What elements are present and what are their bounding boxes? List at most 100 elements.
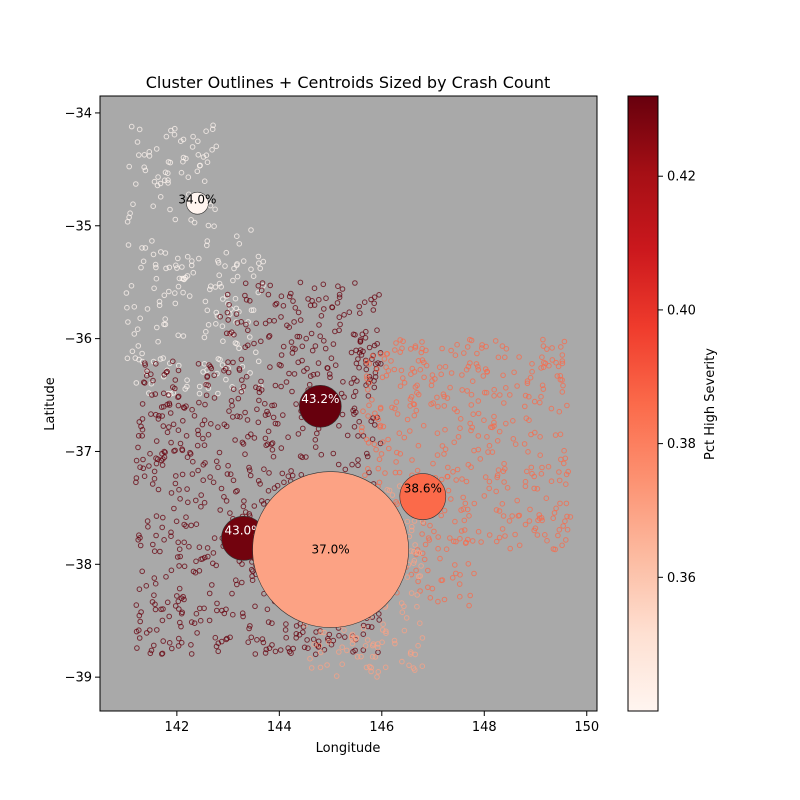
crash-point — [209, 126, 216, 132]
crash-point — [153, 513, 160, 519]
crash-point — [385, 368, 392, 374]
crash-point — [153, 455, 159, 462]
crash-point — [168, 529, 174, 536]
crash-point — [137, 618, 143, 625]
crash-point — [322, 345, 329, 352]
crash-point — [150, 377, 156, 384]
crash-point — [204, 374, 210, 380]
crash-point — [457, 593, 463, 600]
crash-point — [148, 380, 155, 387]
crash-point — [286, 324, 293, 331]
crash-point — [153, 264, 159, 271]
crash-point — [246, 464, 252, 471]
crash-point — [227, 634, 233, 641]
crash-point — [258, 378, 264, 385]
crash-point — [141, 152, 148, 158]
crash-point — [461, 350, 467, 356]
crash-point — [335, 283, 341, 290]
crash-point — [348, 633, 355, 639]
crash-point — [384, 487, 391, 493]
crash-point — [293, 631, 300, 637]
crash-point — [454, 341, 460, 348]
crash-point — [211, 535, 218, 541]
crash-point — [262, 650, 269, 656]
crash-point — [175, 255, 181, 262]
crash-point — [139, 401, 146, 407]
crash-point — [278, 314, 284, 320]
crash-point — [215, 648, 221, 655]
crash-point — [153, 532, 159, 539]
crash-point — [348, 380, 355, 386]
crash-point — [529, 361, 535, 367]
crash-point — [239, 377, 245, 383]
crash-point — [475, 367, 482, 373]
crash-point — [317, 664, 324, 671]
crash-point — [379, 627, 386, 633]
crash-point — [155, 486, 162, 493]
crash-point — [176, 275, 183, 282]
crash-point — [564, 526, 571, 533]
crash-point — [522, 521, 529, 528]
crash-point — [168, 533, 174, 540]
crash-point — [416, 550, 423, 556]
crash-point — [524, 378, 531, 384]
crash-point — [380, 439, 386, 446]
crash-point — [262, 435, 269, 442]
crash-point — [417, 573, 424, 579]
centroid-label: 34.0% — [178, 192, 216, 206]
crash-point — [207, 474, 213, 480]
crash-point — [138, 609, 144, 615]
crash-point — [163, 574, 169, 580]
crash-point — [330, 450, 337, 457]
crash-point — [163, 133, 170, 140]
crash-point — [495, 354, 502, 361]
crash-point — [441, 451, 447, 457]
crash-point — [363, 361, 369, 367]
crash-point — [564, 513, 570, 520]
crash-point — [309, 298, 315, 304]
crash-point — [358, 653, 364, 660]
crash-point — [183, 403, 189, 410]
crash-point — [133, 380, 140, 386]
crash-point — [439, 345, 445, 352]
crash-point — [534, 486, 541, 492]
crash-point — [272, 301, 279, 308]
crash-point — [170, 358, 176, 365]
crash-point — [196, 383, 203, 390]
crash-point — [215, 424, 221, 430]
crash-point — [266, 470, 272, 476]
crash-point — [316, 322, 322, 328]
crash-point — [494, 472, 501, 479]
crash-point — [240, 503, 247, 510]
crash-point — [217, 507, 223, 513]
crash-point — [141, 380, 148, 386]
x-tick-label: 144 — [267, 720, 292, 735]
crash-point — [375, 644, 381, 651]
crash-point — [153, 275, 160, 282]
crash-point — [256, 260, 262, 267]
crash-point — [157, 356, 164, 362]
crash-point — [165, 392, 172, 398]
crash-point — [435, 534, 442, 540]
crash-point — [369, 653, 376, 660]
crash-point — [168, 567, 175, 574]
crash-point — [256, 389, 263, 396]
crash-point — [400, 375, 406, 381]
crash-point — [203, 152, 210, 158]
crash-point — [336, 291, 343, 298]
crash-point — [199, 421, 206, 428]
crash-point — [565, 468, 572, 475]
crash-point — [144, 518, 151, 524]
crash-point — [491, 423, 497, 429]
crash-point — [135, 444, 141, 451]
crash-point — [171, 131, 178, 138]
crash-point — [328, 355, 335, 362]
crash-point — [242, 280, 249, 287]
crash-point — [143, 583, 150, 589]
crash-point — [414, 467, 421, 474]
crash-point — [167, 206, 173, 213]
crash-point — [475, 398, 482, 404]
crash-point — [197, 162, 203, 169]
crash-point — [555, 363, 562, 370]
crash-point — [237, 414, 243, 420]
